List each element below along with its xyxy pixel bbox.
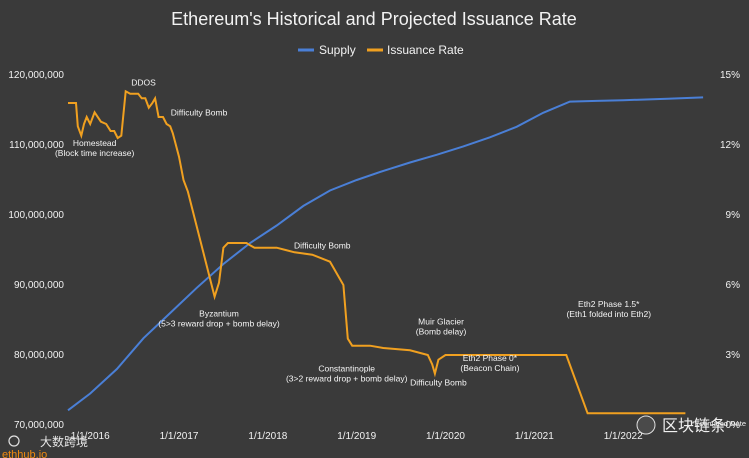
x-axis: 1/1/2016 1/1/2017 1/1/2018 1/1/2019 1/1/2020… bbox=[71, 431, 643, 442]
annotation-label: (3>2 reward drop + bomb delay) bbox=[286, 374, 408, 384]
y-left-tick-label: 70,000,000 bbox=[14, 420, 64, 431]
watermark-right: 区块链条 bbox=[636, 415, 726, 435]
annotation-label: Eth2 Phase 0* bbox=[463, 353, 518, 363]
annotation-label: (Beacon Chain) bbox=[460, 363, 519, 373]
y-left-tick-label: 110,000,000 bbox=[9, 140, 64, 151]
annotation-label: Byzantium bbox=[199, 309, 239, 319]
annotation-label: Difficulty Bomb bbox=[171, 108, 228, 118]
y-left-tick-label: 120,000,000 bbox=[8, 70, 64, 81]
annotation-label: (5>3 reward drop + bomb delay) bbox=[158, 319, 280, 329]
y-right-tick-label: 9% bbox=[726, 210, 741, 221]
y-right-tick-label: 15% bbox=[720, 70, 740, 81]
annotation-label: (Block time increase) bbox=[55, 148, 135, 158]
watermark-left-url: ethhub.io bbox=[2, 449, 47, 458]
annotation-label: Constantinople bbox=[318, 364, 375, 374]
annotations: Homestead(Block time increase) DDOS Diffic… bbox=[55, 78, 651, 388]
x-tick-label: 1/1/2022 bbox=[604, 431, 643, 442]
legend-supply-label: Supply bbox=[319, 43, 356, 57]
y-left-axis: 70,000,000 80,000,000 90,000,000 100,000,00… bbox=[8, 70, 64, 431]
annotation-label: Eth2 Phase 1.5* bbox=[578, 299, 640, 309]
watermark-logo-icon bbox=[8, 435, 20, 447]
annotation-label: (Bomb delay) bbox=[416, 326, 467, 336]
y-right-tick-label: 3% bbox=[726, 350, 741, 361]
chart-title: Ethereum's Historical and Projected Issu… bbox=[171, 9, 577, 29]
y-left-tick-label: 100,000,000 bbox=[8, 210, 64, 221]
x-tick-label: 1/1/2020 bbox=[426, 431, 465, 442]
watermark-left: 大数跨境 ethhub.io bbox=[2, 434, 88, 458]
y-right-tick-label: 12% bbox=[720, 140, 740, 151]
annotation-label: Homestead bbox=[73, 138, 117, 148]
legend-issuance-label: Issuance Rate bbox=[387, 43, 464, 57]
y-left-tick-label: 80,000,000 bbox=[14, 350, 64, 361]
x-tick-label: 1/1/2016 bbox=[71, 431, 110, 442]
annotation-label: Difficulty Bomb bbox=[294, 241, 351, 251]
issuance-series-line bbox=[68, 89, 686, 415]
annotation-label: Muir Glacier bbox=[418, 316, 464, 326]
wechat-icon bbox=[636, 415, 656, 435]
supply-series-line bbox=[67, 96, 704, 412]
x-tick-label: 1/1/2018 bbox=[248, 431, 287, 442]
y-right-axis: 0% 3% 6% 9% 12% 15% bbox=[720, 70, 740, 431]
x-tick-label: 1/1/2019 bbox=[337, 431, 376, 442]
y-right-tick-label: 6% bbox=[726, 280, 741, 291]
annotation-label: Difficulty Bomb bbox=[410, 378, 467, 388]
y-left-tick-label: 90,000,000 bbox=[14, 280, 64, 291]
y-right-tick-label: 0% bbox=[726, 420, 741, 431]
watermark-left-text: 大数跨境 bbox=[40, 434, 88, 449]
footnote: *Estimated Date bbox=[692, 419, 746, 428]
annotation-label: DDOS bbox=[131, 78, 156, 88]
x-tick-label: 1/1/2017 bbox=[160, 431, 199, 442]
watermark-right-text: 区块链条 bbox=[662, 417, 726, 435]
x-tick-label: 1/1/2021 bbox=[515, 431, 554, 442]
annotation-label: (Eth1 folded into Eth2) bbox=[566, 309, 651, 319]
legend: Supply Issuance Rate bbox=[298, 43, 464, 57]
